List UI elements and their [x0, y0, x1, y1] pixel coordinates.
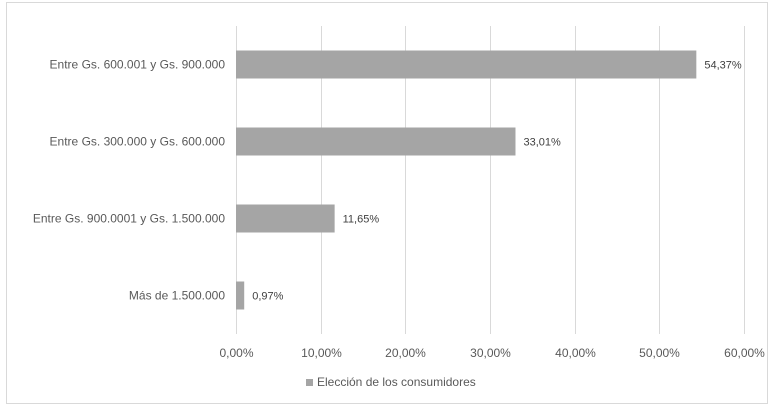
bar: [236, 281, 245, 310]
category-label: Entre Gs. 900.0001 y Gs. 1.500.000: [33, 212, 225, 226]
data-label: 54,37%: [704, 60, 742, 72]
x-tick-label: 30,00%: [470, 346, 511, 360]
x-tick-label: 50,00%: [639, 346, 680, 360]
bar: [236, 127, 516, 156]
legend-label: Elección de los consumidores: [317, 375, 476, 389]
x-tick-label: 10,00%: [301, 346, 342, 360]
bar: [236, 50, 697, 79]
data-label: 0,97%: [252, 291, 283, 303]
category-label: Entre Gs. 300.000 y Gs. 600.000: [50, 135, 226, 149]
x-tick-label: 60,00%: [724, 346, 765, 360]
data-label: 33,01%: [523, 137, 561, 149]
legend-swatch: [306, 379, 313, 386]
x-tick-label: 20,00%: [385, 346, 426, 360]
data-label: 11,65%: [343, 214, 380, 226]
x-tick-label: 40,00%: [555, 346, 596, 360]
category-label: Más de 1.500.000: [129, 289, 225, 303]
x-tick-label: 0,00%: [219, 346, 253, 360]
category-label: Entre Gs. 600.001 y Gs. 900.000: [50, 58, 226, 72]
bar: [236, 204, 335, 233]
